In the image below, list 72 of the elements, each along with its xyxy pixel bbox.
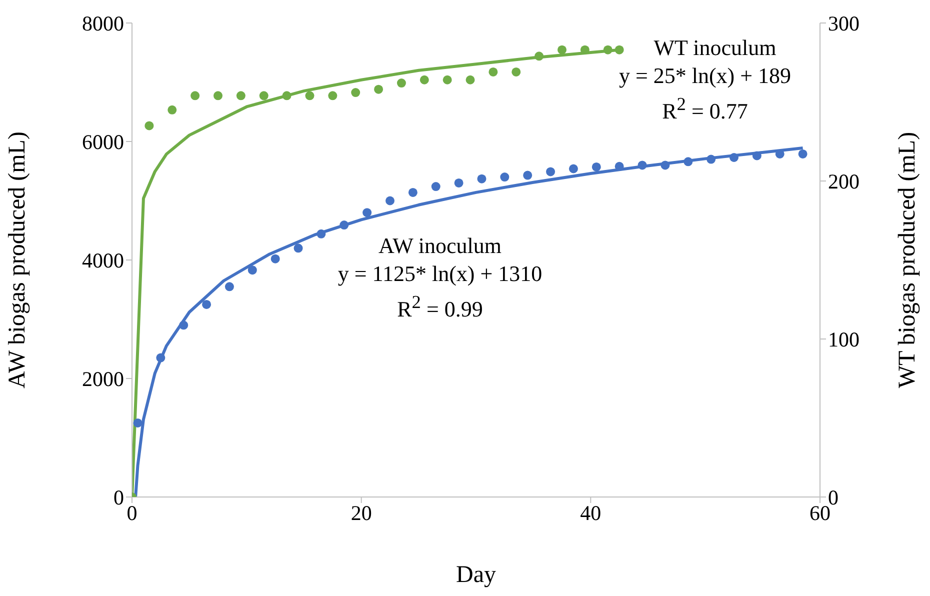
point [500,172,510,182]
y-axis-title: AW biogas produced (mL) [4,132,31,388]
annotation: R$^{2}$ = 0.99 [396,291,484,322]
y2-tick-label: 0 [828,485,838,510]
point [466,75,475,84]
point [546,167,556,176]
point [190,91,200,100]
y2-tick-label: 200 [828,169,860,194]
point [270,254,280,264]
point [248,266,257,275]
point [214,91,222,100]
point [488,67,498,76]
point [156,353,166,362]
point [179,320,188,330]
point [224,282,234,292]
y2-tick-label: 300 [828,11,860,36]
point [340,220,349,230]
y-tick-label: 0 [114,485,124,510]
x-axis-title: Day [456,562,496,588]
point [305,91,314,100]
y-tick-label: 6000 [82,130,124,154]
point [684,157,693,166]
point [202,300,212,309]
point [374,84,384,94]
point [386,196,394,206]
point [431,182,440,192]
point [592,162,601,172]
point [534,52,544,61]
y2-axis-title: WT biogas produced (mL) [894,132,921,388]
point [442,75,452,84]
point [752,151,762,160]
point [259,91,268,100]
point [568,164,578,174]
point [408,188,418,197]
x-tick-label: 40 [580,500,602,525]
point [603,45,612,54]
y-tick-label: 8000 [82,11,124,36]
point [236,91,246,100]
point [133,418,142,428]
point [144,121,154,130]
x-tick-label: 60 [810,500,830,525]
point [512,67,521,76]
annotation: AW inoculum [377,233,503,259]
y2-tick-label: 100 [828,327,860,352]
point [420,75,429,84]
annotation: WT inoculum [652,35,778,61]
point [294,244,303,253]
point [660,160,670,170]
y-tick-label: 2000 [82,366,124,391]
point [477,174,486,184]
point [316,229,326,238]
y-tick-label: 4000 [82,248,124,272]
x-tick-label: 20 [350,500,372,525]
point [614,162,624,171]
point [362,208,372,218]
point [730,152,738,162]
point [558,45,566,54]
point [523,170,532,180]
point [282,91,292,100]
point [638,160,647,170]
point [168,105,177,114]
point [454,178,464,188]
point [798,149,808,158]
annotation: y = 1125* ln(x) + 1310 [336,261,544,287]
annotation: R$^{2}$ = 0.77 [661,93,749,124]
point [328,91,338,100]
point [580,45,590,54]
annotation: y = 25* ln(x) + 189 [618,63,792,89]
point [396,78,406,88]
point [351,88,360,98]
point [614,45,624,54]
point [706,154,716,164]
